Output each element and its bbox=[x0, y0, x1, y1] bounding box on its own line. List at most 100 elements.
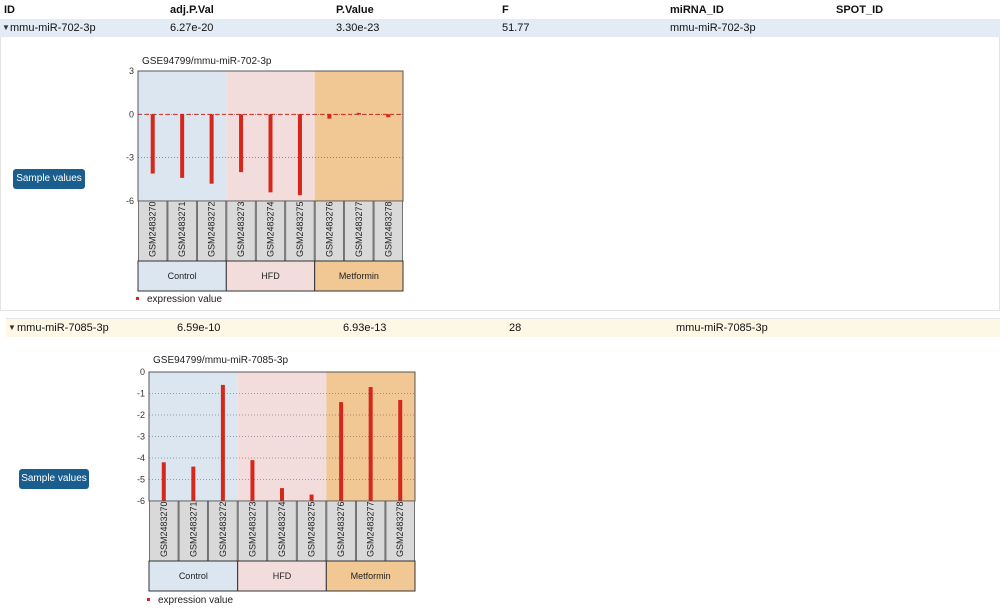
category-box bbox=[167, 200, 197, 262]
x-tick-label: GSM2483270 bbox=[148, 201, 158, 257]
y-tick-label: -6 bbox=[137, 496, 145, 506]
x-tick-label: GSM2483270 bbox=[159, 501, 169, 557]
category-box bbox=[237, 500, 268, 562]
chart-title: GSE94799/mmu-miR-7085-3p bbox=[153, 355, 288, 366]
cell-adj-p-val: 6.27e-20 bbox=[170, 22, 214, 34]
cell-id: mmu-miR-702-3p bbox=[10, 22, 96, 34]
y-tick-label: -3 bbox=[137, 432, 145, 442]
group-label: HFD bbox=[273, 571, 292, 581]
y-tick-label: -6 bbox=[126, 196, 134, 206]
group-background bbox=[314, 71, 403, 201]
x-tick-label: GSM2483277 bbox=[366, 501, 376, 557]
x-tick-label: GSM2483275 bbox=[307, 501, 317, 557]
bar bbox=[327, 114, 332, 119]
x-tick-label: GSM2483273 bbox=[236, 201, 246, 257]
y-tick-label: -1 bbox=[137, 389, 145, 399]
x-tick-label: GSM2483272 bbox=[218, 501, 228, 557]
bar bbox=[180, 114, 185, 178]
y-tick-label: 0 bbox=[129, 109, 134, 119]
group-box bbox=[314, 260, 404, 292]
x-tick-label: GSM2483273 bbox=[247, 501, 257, 557]
col-header-id[interactable]: ID bbox=[4, 4, 15, 16]
category-box bbox=[344, 200, 374, 262]
category-box bbox=[267, 500, 297, 562]
x-tick-label: GSM2483277 bbox=[354, 201, 364, 257]
x-tick-label: GSM2483274 bbox=[277, 501, 287, 557]
category-box bbox=[208, 500, 238, 562]
category-box bbox=[296, 500, 327, 562]
bar bbox=[356, 112, 361, 115]
bar bbox=[280, 488, 284, 501]
cell-p-value: 3.30e-23 bbox=[336, 22, 380, 34]
category-box bbox=[385, 500, 415, 562]
group-label: Control bbox=[168, 271, 197, 281]
col-header-adj-p-val[interactable]: adj.P.Val bbox=[170, 4, 214, 16]
collapse-triangle-icon[interactable]: ▼ bbox=[8, 323, 16, 332]
cell-id: mmu-miR-7085-3p bbox=[17, 322, 109, 334]
x-tick-label: GSM2483272 bbox=[207, 201, 217, 257]
cell-adj-p-val: 6.59e-10 bbox=[177, 322, 221, 334]
bar bbox=[268, 114, 273, 193]
category-box bbox=[138, 200, 168, 262]
bar bbox=[297, 114, 302, 196]
bar bbox=[398, 399, 403, 501]
x-tick-label: GSM2483271 bbox=[177, 201, 187, 257]
y-tick-label: -3 bbox=[126, 153, 134, 163]
category-box bbox=[285, 200, 315, 262]
x-tick-label: GSM2483274 bbox=[266, 201, 276, 257]
sample-values-button[interactable]: Sample values bbox=[19, 469, 89, 489]
category-box bbox=[355, 500, 386, 562]
bar bbox=[191, 466, 196, 501]
y-tick-label: 0 bbox=[140, 367, 145, 377]
expression-chart: GSE94799/mmu-miR-702-3p 3 0 -3 -6 GSM2483270 G… bbox=[126, 56, 404, 305]
x-tick-label: GSM2483276 bbox=[336, 501, 346, 557]
detail-panel: Sample values GSE94799/mmu-miR-7085-3p 0 -… bbox=[6, 337, 998, 616]
legend-marker bbox=[147, 598, 150, 601]
y-tick-label: -4 bbox=[137, 453, 145, 463]
bar bbox=[209, 114, 214, 184]
bar bbox=[220, 384, 225, 501]
group-label: Metformin bbox=[351, 571, 391, 581]
col-header-f[interactable]: F bbox=[502, 4, 509, 16]
group-box bbox=[137, 260, 227, 292]
collapse-triangle-icon[interactable]: ▼ bbox=[2, 23, 10, 32]
category-box bbox=[178, 500, 209, 562]
category-box bbox=[373, 200, 403, 262]
group-label: Metformin bbox=[339, 271, 379, 281]
cell-p-value: 6.93e-13 bbox=[343, 322, 387, 334]
legend-marker bbox=[136, 297, 139, 300]
group-box bbox=[325, 560, 416, 592]
bar bbox=[368, 387, 373, 501]
cell-mirna-id: mmu-miR-702-3p bbox=[670, 22, 756, 34]
group-label: Control bbox=[179, 571, 208, 581]
cell-f: 51.77 bbox=[502, 22, 530, 34]
detail-panel: Sample values GSE94799/mmu-miR-702-3p 3 0 -… bbox=[0, 37, 1000, 311]
x-tick-label: GSM2483271 bbox=[188, 501, 198, 557]
bar bbox=[250, 460, 255, 501]
x-tick-label: GSM2483276 bbox=[324, 201, 334, 257]
bar bbox=[309, 494, 314, 501]
x-tick-label: GSM2483275 bbox=[295, 201, 305, 257]
x-tick-label: GSM2483278 bbox=[395, 501, 405, 557]
y-tick-label: -2 bbox=[137, 410, 145, 420]
group-box bbox=[225, 260, 316, 292]
sample-values-button[interactable]: Sample values bbox=[13, 169, 85, 189]
legend-label: expression value bbox=[158, 595, 233, 606]
y-tick-label: -5 bbox=[137, 475, 145, 485]
bar bbox=[161, 462, 166, 501]
x-tick-label: GSM2483278 bbox=[383, 201, 393, 257]
legend-label: expression value bbox=[147, 294, 222, 305]
table-row[interactable]: ▼ mmu-miR-7085-3p 6.59e-10 6.93e-13 28 m… bbox=[6, 318, 1000, 337]
col-header-spot-id[interactable]: SPOT_ID bbox=[836, 4, 884, 16]
bar bbox=[386, 114, 391, 118]
cell-f: 28 bbox=[509, 322, 522, 334]
group-box bbox=[148, 560, 239, 592]
table-row[interactable]: ▼ mmu-miR-702-3p 6.27e-20 3.30e-23 51.77… bbox=[0, 19, 1000, 37]
col-header-mirna-id[interactable]: miRNA_ID bbox=[670, 4, 724, 16]
chart-title: GSE94799/mmu-miR-702-3p bbox=[142, 56, 272, 67]
group-label: HFD bbox=[261, 271, 280, 281]
bar bbox=[239, 114, 244, 173]
cell-mirna-id: mmu-miR-7085-3p bbox=[676, 322, 768, 334]
category-box bbox=[226, 200, 256, 262]
col-header-p-value[interactable]: P.Value bbox=[336, 4, 374, 16]
